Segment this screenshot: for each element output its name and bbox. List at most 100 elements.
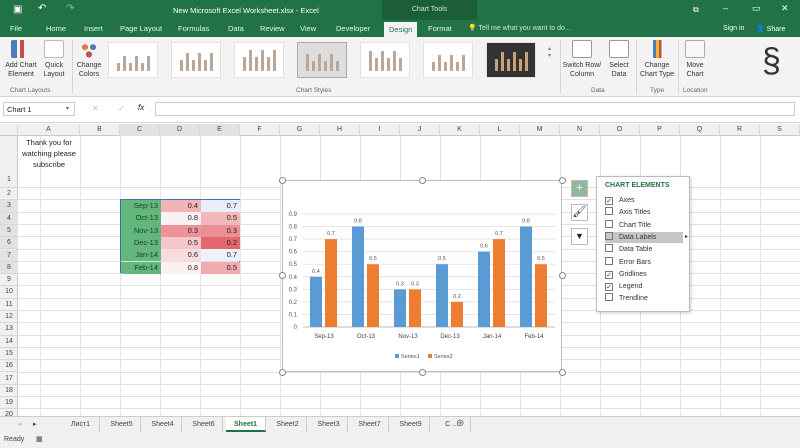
value-cell[interactable]: 0.5 [161,236,201,250]
insert-function-button[interactable]: fx [138,103,145,112]
close-button[interactable]: ✕ [781,3,789,13]
macro-record-icon[interactable]: ▦ [36,436,43,443]
value-cell[interactable]: 0.7 [201,200,240,213]
sheet-tab-3[interactable]: Sheet4 [144,417,182,432]
chart-elements-button[interactable]: + [571,180,588,197]
column-header-S[interactable]: S [760,124,800,136]
sheet-tab-9[interactable]: Sheet9 [392,417,430,432]
column-header-C[interactable]: C [120,124,160,136]
row-header-1[interactable]: 1 [0,136,18,188]
change-colors-button[interactable]: Change Colors [74,40,104,79]
checkbox[interactable] [605,293,613,302]
sheet-tab-4[interactable]: Sheet6 [185,417,223,432]
change-chart-type-button[interactable]: Change Chart Type [638,40,676,79]
value-cell[interactable]: 0.8 [161,212,201,225]
sheet-tab-8[interactable]: Sheet7 [351,417,389,432]
value-cell[interactable]: 0.5 [201,212,240,225]
chart-style-7[interactable] [486,42,536,78]
tab-home[interactable]: Home [46,24,67,33]
date-cell[interactable]: Feb-14 [121,261,161,274]
row-header-8[interactable]: 8 [0,261,18,275]
row-header-4[interactable]: 4 [0,212,18,225]
row-header-13[interactable]: 13 [0,323,18,336]
select-data-button[interactable]: Select Data [605,40,633,79]
chart-style-3[interactable] [234,42,284,78]
scroll-left-icon[interactable]: ◂ [18,421,22,428]
column-header-A[interactable]: A [18,124,80,136]
column-header-D[interactable]: D [160,124,200,136]
tab-developer[interactable]: Developer [336,24,371,33]
column-header-R[interactable]: R [720,124,760,136]
chart-style-6[interactable] [423,42,473,78]
row-header-2[interactable]: 2 [0,188,18,201]
chart-style-4[interactable] [297,42,347,78]
date-cell[interactable]: Jan-14 [121,249,161,262]
submenu-arrow-icon[interactable]: ▸ [685,233,689,240]
value-cell[interactable]: 0.6 [161,249,201,262]
select-all-corner[interactable] [0,124,18,136]
row-header-3[interactable]: 3 [0,200,18,213]
value-cell[interactable]: 0.3 [161,224,201,237]
chart-element-legend[interactable]: ✓ Legend [605,281,642,292]
resize-handle[interactable] [559,272,566,279]
add-chart-element-button[interactable]: Add Chart Element [2,40,40,79]
redo-icon[interactable]: ↷ [66,3,75,14]
row-header-7[interactable]: 7 [0,249,18,262]
value-cell[interactable]: 0.2 [201,236,240,250]
name-box[interactable]: Chart 1 [3,102,75,116]
new-sheet-button[interactable]: ⊕ [456,418,465,429]
checkbox[interactable] [605,219,613,228]
value-cell[interactable]: 0.3 [201,224,240,237]
enter-icon[interactable]: ✓ [118,104,125,113]
row-header-6[interactable]: 6 [0,237,18,250]
ribbon-display-icon[interactable]: ⧉ [693,5,699,14]
gallery-scroll-icon[interactable]: ▴ ▾ [548,46,552,59]
sheet-tab-2[interactable]: Sheet5 [103,417,141,432]
sheet-tab-10[interactable]: C ... [433,417,471,432]
chart-element-data-table[interactable]: Data Table [605,244,652,255]
column-header-I[interactable]: I [360,124,400,136]
checkbox[interactable]: ✓ [605,270,613,279]
row-header-11[interactable]: 11 [0,299,18,311]
share-button[interactable]: 👤 Share [756,26,786,33]
maximize-button[interactable]: ▭ [752,3,761,13]
column-header-N[interactable]: N [560,124,600,136]
cancel-icon[interactable]: ✕ [92,104,99,113]
date-cell[interactable]: Nov-13 [121,224,161,237]
column-header-B[interactable]: B [80,124,120,136]
chart-style-1[interactable] [108,42,158,78]
tell-me-search[interactable]: 💡 Tell me what you want to do... [468,25,571,32]
value-cell[interactable]: 0.7 [201,249,240,262]
tab-file[interactable]: File [10,24,23,33]
chart-style-5[interactable] [360,42,410,78]
chart-filter-button[interactable]: ▼ [571,228,588,245]
row-header-10[interactable]: 10 [0,286,18,299]
tab-data[interactable]: Data [228,24,244,33]
checkbox[interactable] [605,256,613,265]
sheet-tab-7[interactable]: Sheet3 [310,417,348,432]
chart-style-2[interactable] [171,42,221,78]
column-header-Q[interactable]: Q [680,124,720,136]
tab-formulas[interactable]: Formulas [178,24,210,33]
date-cell[interactable]: Dec-13 [121,236,161,250]
chart-element-chart-title[interactable]: Chart Title [605,219,651,231]
sheet-tab-5[interactable]: Sheet1 [226,417,266,432]
chart-element-trendline[interactable]: Trendline [605,293,648,304]
column-header-G[interactable]: G [280,124,320,136]
row-header-15[interactable]: 15 [0,348,18,361]
sheet-tab-1[interactable]: Лист1 [62,417,100,432]
column-header-J[interactable]: J [400,124,440,136]
save-icon[interactable]: ▣ [13,4,23,15]
resize-handle[interactable] [419,177,426,184]
resize-handle[interactable] [279,369,286,376]
column-header-H[interactable]: H [320,124,360,136]
move-chart-button[interactable]: Move Chart [680,40,710,79]
checkbox[interactable] [605,244,613,253]
column-header-M[interactable]: M [520,124,560,136]
column-header-L[interactable]: L [480,124,520,136]
tab-page-layout[interactable]: Page Layout [120,24,163,33]
tab-insert[interactable]: Insert [84,24,103,33]
row-header-12[interactable]: 12 [0,311,18,324]
value-cell[interactable]: 0.8 [161,261,201,274]
column-header-F[interactable]: F [240,124,280,136]
